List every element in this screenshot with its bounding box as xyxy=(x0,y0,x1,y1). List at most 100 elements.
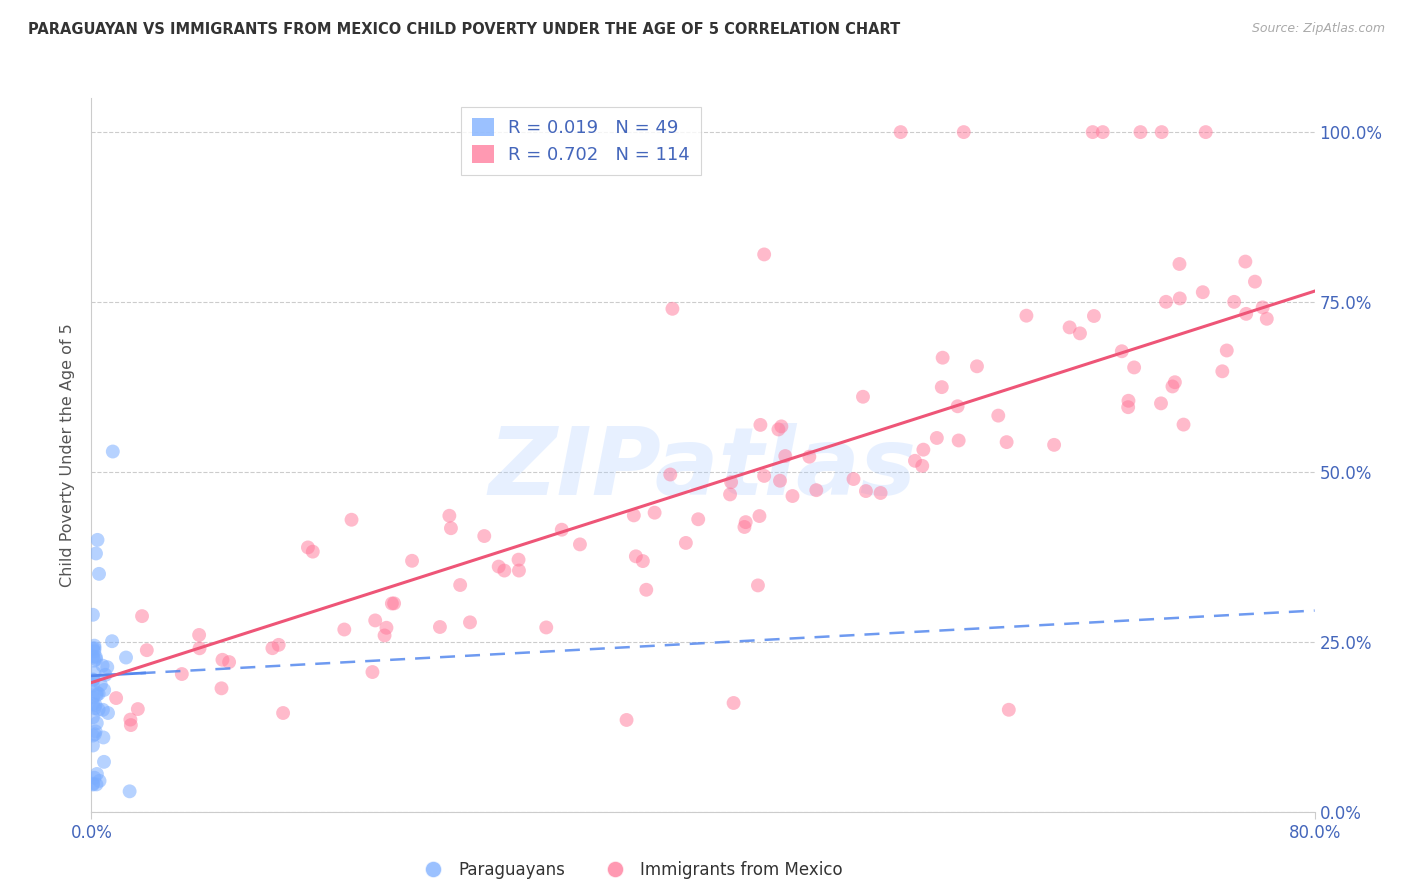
Legend: Paraguayans, Immigrants from Mexico: Paraguayans, Immigrants from Mexico xyxy=(411,855,849,886)
Point xyxy=(616,713,638,727)
Point xyxy=(82,673,104,687)
Point xyxy=(83,639,105,653)
Point xyxy=(93,755,115,769)
Point xyxy=(82,673,104,687)
Point xyxy=(82,697,104,711)
Point xyxy=(271,706,294,720)
Point xyxy=(375,621,398,635)
Point xyxy=(188,641,211,656)
Point xyxy=(659,467,682,482)
Point xyxy=(83,727,105,741)
Point xyxy=(211,653,233,667)
Point xyxy=(536,620,558,634)
Text: PARAGUAYAN VS IMMIGRANTS FROM MEXICO CHILD POVERTY UNDER THE AGE OF 5 CORRELATIO: PARAGUAYAN VS IMMIGRANTS FROM MEXICO CHI… xyxy=(28,22,900,37)
Point xyxy=(1150,396,1173,410)
Point xyxy=(1234,307,1257,321)
Point xyxy=(86,777,108,791)
Point xyxy=(1164,375,1187,389)
Point xyxy=(1059,320,1081,334)
Point xyxy=(127,702,149,716)
Point xyxy=(86,767,108,781)
Point xyxy=(84,698,107,712)
Point xyxy=(568,537,591,551)
Point xyxy=(623,508,645,523)
Point xyxy=(952,125,974,139)
Point xyxy=(84,652,107,666)
Point xyxy=(101,634,124,648)
Point xyxy=(120,713,142,727)
Point xyxy=(748,509,770,524)
Point xyxy=(118,784,141,798)
Point xyxy=(1168,292,1191,306)
Point xyxy=(96,660,118,674)
Point xyxy=(93,682,115,697)
Point xyxy=(91,703,114,717)
Point xyxy=(120,718,142,732)
Point xyxy=(488,559,510,574)
Point xyxy=(89,773,111,788)
Point xyxy=(94,668,117,682)
Point xyxy=(82,678,104,692)
Point xyxy=(472,529,495,543)
Point xyxy=(82,739,104,753)
Point xyxy=(105,691,128,706)
Point xyxy=(508,552,530,566)
Point xyxy=(382,596,405,610)
Point xyxy=(1116,400,1139,414)
Point xyxy=(364,614,387,628)
Point xyxy=(995,435,1018,450)
Point xyxy=(1168,257,1191,271)
Point xyxy=(869,486,891,500)
Point xyxy=(946,399,969,413)
Point xyxy=(361,665,384,679)
Point xyxy=(775,449,797,463)
Point xyxy=(1043,438,1066,452)
Point xyxy=(429,620,451,634)
Point xyxy=(842,472,865,486)
Point xyxy=(770,419,793,434)
Point xyxy=(83,665,105,680)
Point xyxy=(782,489,804,503)
Y-axis label: Child Poverty Under the Age of 5: Child Poverty Under the Age of 5 xyxy=(60,323,76,587)
Point xyxy=(1150,125,1173,139)
Point xyxy=(1195,125,1218,139)
Point xyxy=(494,564,516,578)
Point xyxy=(931,351,953,365)
Point xyxy=(1091,125,1114,139)
Point xyxy=(188,628,211,642)
Point xyxy=(262,641,284,656)
Point xyxy=(720,475,742,490)
Point xyxy=(688,512,710,526)
Point xyxy=(1173,417,1195,432)
Point xyxy=(1211,364,1233,378)
Point xyxy=(82,607,104,622)
Point xyxy=(84,650,107,665)
Point xyxy=(890,125,912,139)
Point xyxy=(1015,309,1038,323)
Point xyxy=(675,536,697,550)
Point xyxy=(508,564,530,578)
Point xyxy=(1081,125,1104,139)
Point xyxy=(624,549,647,564)
Point xyxy=(301,544,323,558)
Point xyxy=(211,681,233,696)
Point xyxy=(135,643,157,657)
Point xyxy=(83,654,105,668)
Point xyxy=(1129,125,1152,139)
Point xyxy=(374,628,396,642)
Point xyxy=(82,776,104,790)
Point xyxy=(987,409,1010,423)
Point xyxy=(661,301,683,316)
Point xyxy=(82,649,104,664)
Point xyxy=(83,771,105,785)
Point xyxy=(768,422,790,436)
Point xyxy=(82,690,104,705)
Point xyxy=(718,487,741,501)
Point xyxy=(86,533,108,547)
Point xyxy=(267,638,290,652)
Point xyxy=(723,696,745,710)
Point xyxy=(82,778,104,792)
Point xyxy=(754,247,776,261)
Point xyxy=(1256,311,1278,326)
Point xyxy=(83,641,105,656)
